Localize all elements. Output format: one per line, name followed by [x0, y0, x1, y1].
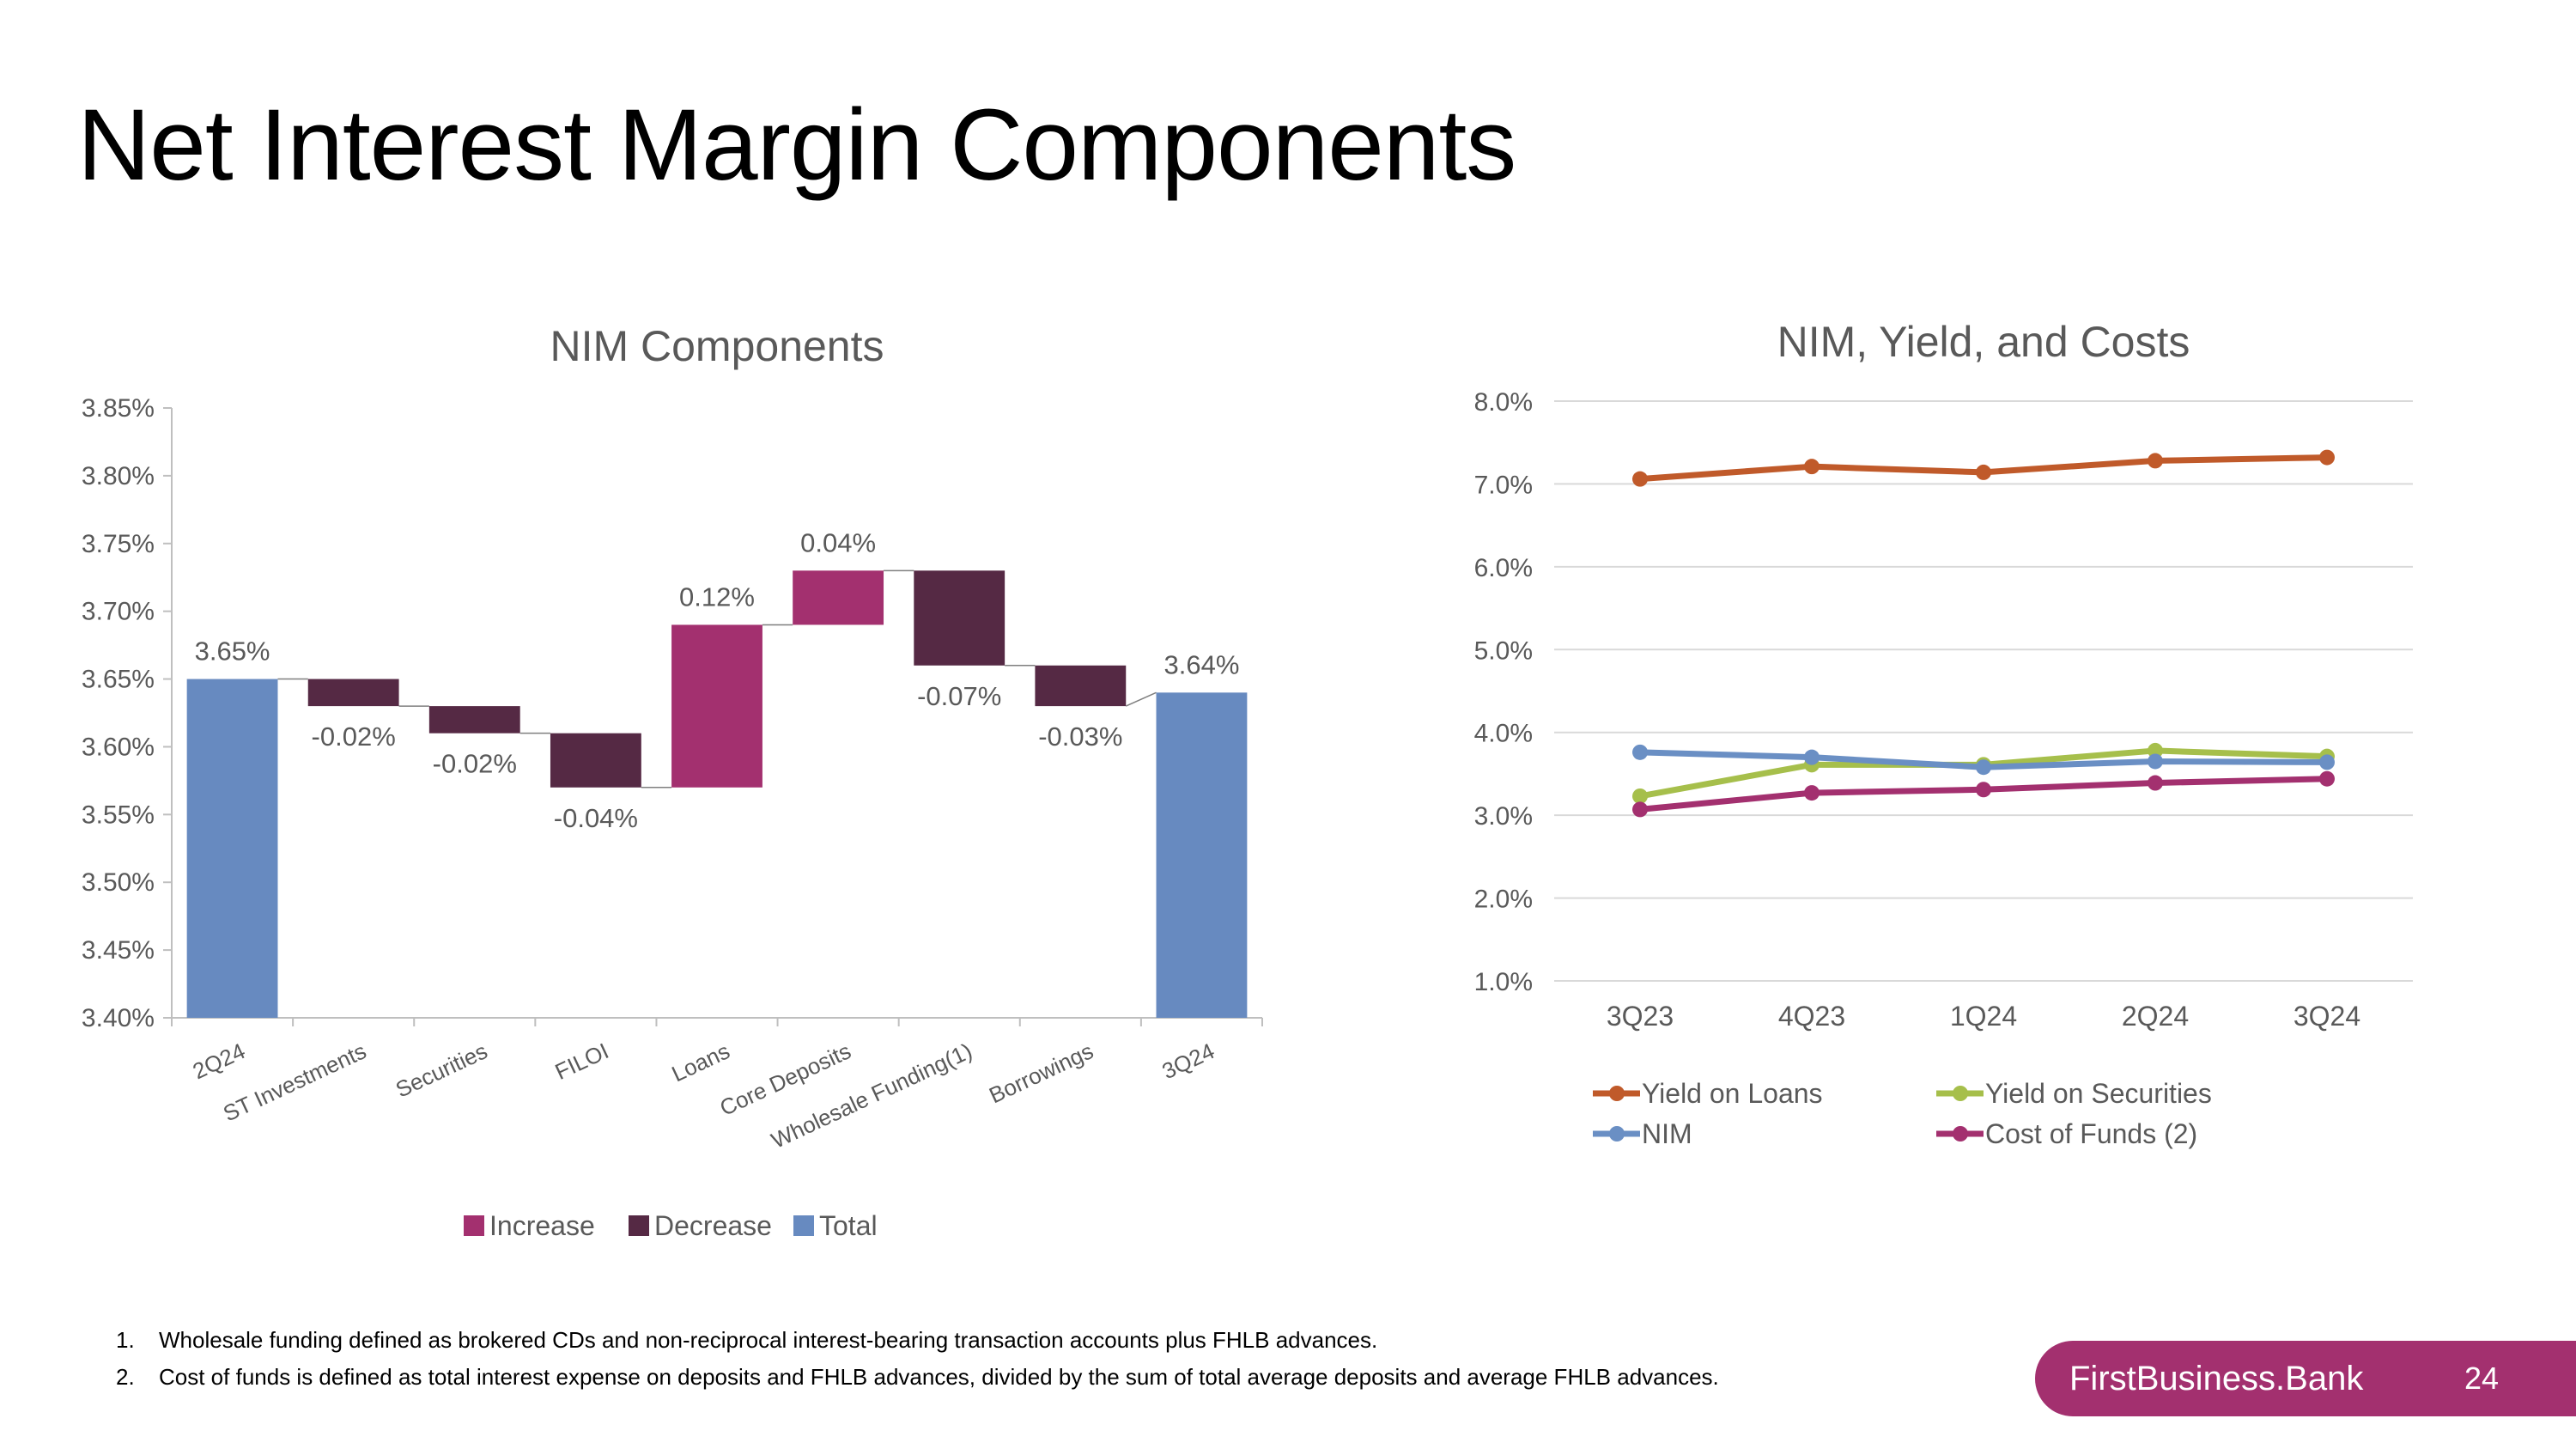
point-nim: [1976, 759, 1991, 776]
bar-borrowings: [1035, 665, 1127, 707]
chart-title: NIM, Yield, and Costs: [1777, 318, 2190, 366]
x-tick-label: 3Q24: [2293, 1001, 2360, 1032]
footnotes: 1. Wholesale funding defined as brokered …: [116, 1327, 1719, 1401]
x-tick-label: FILOI: [551, 1038, 613, 1085]
x-tick-label: 1Q24: [1950, 1001, 2017, 1032]
footnote-2: 2. Cost of funds is defined as total inte…: [116, 1364, 1719, 1390]
point-cost-of-funds-2: [2319, 770, 2335, 787]
x-tick-label: Borrowings: [985, 1038, 1097, 1108]
y-tick-label: 4.0%: [1474, 720, 1533, 748]
x-tick-label: 4Q23: [1778, 1001, 1845, 1032]
legend-swatch-increase: [464, 1215, 484, 1236]
bar-core-deposits: [793, 570, 884, 625]
y-tick-label: 5.0%: [1474, 636, 1533, 665]
y-tick-label: 6.0%: [1474, 554, 1533, 582]
y-tick-label: 2.0%: [1474, 886, 1533, 914]
y-tick-label: 3.60%: [82, 733, 155, 761]
data-label: 0.04%: [800, 527, 876, 557]
brand-name: FirstBusiness.Bank: [2069, 1359, 2364, 1397]
point-yield-on-loans: [1976, 464, 1991, 480]
y-tick-label: 3.75%: [82, 530, 155, 558]
y-tick-label: 3.55%: [82, 801, 155, 829]
data-label: -0.04%: [554, 803, 638, 833]
point-yield-on-loans: [2148, 453, 2163, 469]
bar-securities: [428, 706, 520, 734]
bar-2q24: [186, 679, 278, 1018]
footnote-1: 1. Wholesale funding defined as brokered …: [116, 1327, 1378, 1353]
y-tick-label: 3.50%: [82, 868, 155, 897]
point-cost-of-funds-2: [1976, 782, 1991, 798]
y-tick-label: 3.70%: [82, 598, 155, 626]
legend-marker-nim: [1609, 1126, 1625, 1142]
x-tick-label: 2Q24: [189, 1038, 249, 1084]
y-tick-label: 3.45%: [82, 936, 155, 965]
legend-swatch-decrease: [629, 1215, 649, 1236]
point-yield-on-loans: [1632, 471, 1648, 487]
data-label: -0.02%: [312, 721, 396, 752]
y-tick-label: 7.0%: [1474, 471, 1533, 499]
legend-label-yield-on-loans: Yield on Loans: [1642, 1078, 1823, 1109]
x-tick-label: 2Q24: [2122, 1001, 2189, 1032]
point-nim: [2319, 754, 2335, 770]
legend-label-increase: Increase: [489, 1210, 595, 1241]
point-cost-of-funds-2: [2148, 775, 2163, 791]
legend-marker-yield-on-loans: [1609, 1086, 1625, 1101]
brand-bar: FirstBusiness.Bank 24: [2035, 1341, 2576, 1416]
legend-label-total: Total: [819, 1210, 878, 1241]
point-cost-of-funds-2: [1632, 801, 1648, 818]
legend-label-decrease: Decrease: [654, 1210, 772, 1241]
chart-title: NIM Components: [550, 322, 884, 370]
point-yield-on-loans: [1804, 459, 1820, 475]
point-nim: [1804, 749, 1820, 765]
x-tick-label: 3Q23: [1607, 1001, 1674, 1032]
connector-line: [1125, 691, 1157, 707]
data-label: -0.07%: [917, 681, 1001, 711]
bar-wholesale-funding-1-: [914, 570, 1005, 666]
data-label: -0.03%: [1038, 721, 1122, 752]
data-label: 3.64%: [1163, 649, 1239, 679]
legend-label-yield-on-securities: Yield on Securities: [1985, 1078, 2212, 1109]
y-tick-label: 3.85%: [82, 394, 155, 423]
data-label: 3.65%: [195, 636, 270, 667]
legend-label-nim: NIM: [1642, 1118, 1692, 1149]
legend-swatch-total: [793, 1215, 814, 1236]
point-yield-on-securities: [1632, 788, 1648, 804]
bar-loans: [671, 624, 762, 788]
point-cost-of-funds-2: [1804, 785, 1820, 801]
legend-marker-cost-of-funds-2: [1953, 1126, 1968, 1142]
page-title: Net Interest Margin Components: [77, 88, 1516, 202]
y-tick-label: 3.0%: [1474, 802, 1533, 831]
y-tick-label: 3.40%: [82, 1004, 155, 1032]
y-tick-label: 1.0%: [1474, 968, 1533, 996]
x-tick-label: Securities: [392, 1038, 491, 1102]
legend-label-cost-of-funds-2: Cost of Funds (2): [1985, 1118, 2197, 1149]
x-tick-label: 3Q24: [1158, 1038, 1218, 1084]
data-label: 0.12%: [679, 581, 755, 612]
x-tick-label: Wholesale Funding(1): [767, 1038, 975, 1154]
point-yield-on-loans: [2319, 449, 2335, 466]
legend-marker-yield-on-securities: [1953, 1086, 1968, 1101]
page-number: 24: [2464, 1361, 2500, 1396]
y-tick-label: 8.0%: [1474, 388, 1533, 417]
point-yield-on-securities: [2148, 742, 2163, 758]
nim-yield-costs-chart: NIM, Yield, and Costs 1.0% 2.0% 3.0% 4.0% 5.0…: [1474, 318, 2413, 1149]
data-label: -0.02%: [433, 749, 517, 779]
x-tick-label: Loans: [668, 1038, 734, 1087]
point-nim: [1632, 744, 1648, 760]
nim-components-chart: NIM Components 3.40% 3.45% 3.50% 3.55% 3.60% 3…: [82, 322, 1263, 1241]
bar-filoi: [550, 733, 641, 788]
point-nim: [2148, 753, 2163, 770]
y-tick-label: 3.80%: [82, 462, 155, 490]
y-tick-label: 3.65%: [82, 666, 155, 694]
bar-st-investments: [307, 679, 399, 707]
bar-3q24: [1156, 692, 1248, 1018]
